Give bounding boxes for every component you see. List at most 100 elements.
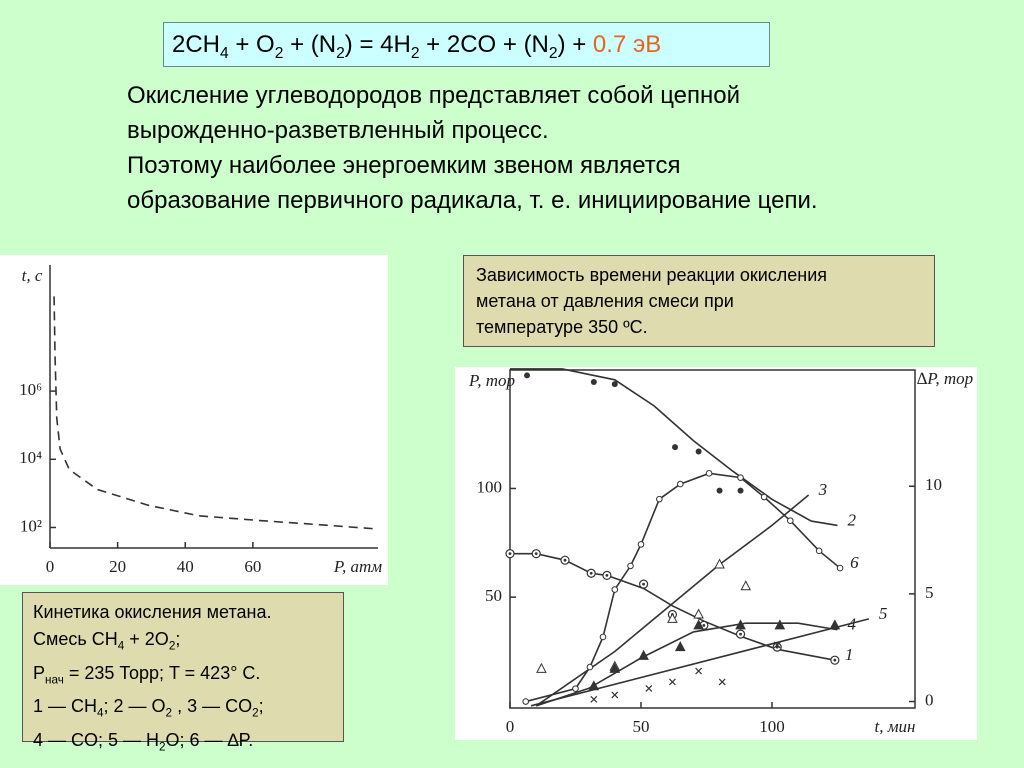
caption-right: Зависимость времени реакции окисления мет…	[463, 255, 935, 347]
subscript: 2	[165, 706, 173, 720]
formula: 2CH4 + O2 + (N2) = 4H2 + 2CO + (N2) + 0.…	[163, 22, 770, 67]
chart-bg	[0, 255, 388, 585]
text-part: + (N	[283, 31, 337, 58]
x-axis-label: t, мин	[874, 717, 915, 736]
marker	[740, 580, 752, 591]
x-tick-label: 0	[46, 557, 55, 576]
y2-axis-label: ∆P, тор	[917, 369, 973, 388]
marker-center	[508, 552, 512, 556]
subscript: нач	[45, 673, 64, 687]
curve-label: 2	[847, 510, 856, 529]
marker	[611, 381, 618, 388]
marker	[695, 448, 702, 455]
paragraph: Окисление углеводородов представляет соб…	[127, 78, 818, 218]
marker	[693, 608, 704, 619]
text-part: + 2O	[124, 629, 169, 649]
marker	[627, 562, 634, 570]
x-tick-label: 40	[177, 557, 194, 576]
text-part: 1 — CH	[33, 696, 98, 717]
marker	[586, 663, 594, 671]
marker	[524, 372, 531, 379]
y-tick-label: 10⁶	[19, 380, 42, 399]
caption-line: температуре 350 ºС.	[476, 317, 648, 337]
text-part: ) = 4H	[344, 31, 411, 58]
text-part: Смесь CH	[33, 629, 118, 649]
caption-line: 1 — CH4; 2 — O2 , 3 — CO2;	[33, 693, 333, 727]
marker	[609, 662, 621, 673]
marker-center	[833, 658, 837, 662]
marker	[599, 633, 607, 641]
subscript: 2	[548, 44, 558, 62]
curve-label: 5	[879, 604, 888, 623]
marker	[638, 649, 649, 660]
marker	[815, 547, 823, 555]
marker	[774, 619, 786, 630]
curve-label: 3	[818, 480, 828, 499]
x-tick-label: 0	[506, 717, 515, 736]
marker	[611, 586, 619, 593]
marker	[522, 698, 530, 705]
curve-label: 4	[847, 615, 856, 634]
y2-tick-label: 0	[925, 690, 934, 709]
marker	[656, 495, 663, 503]
text-part: ; 2 — O	[103, 696, 166, 717]
text-part: Кинетика окисления метана.	[33, 602, 272, 622]
text-part: ;	[175, 629, 181, 649]
marker	[737, 474, 744, 481]
marker-center	[739, 632, 742, 636]
text-part: , 3 — CO	[172, 696, 253, 717]
marker	[773, 641, 781, 649]
caption-line: Зависимость времени реакции окисления	[476, 265, 828, 285]
marker	[735, 619, 746, 630]
text-part: P	[33, 662, 46, 683]
marker	[695, 667, 703, 675]
caption-line: Pнач = 235 Торр; T = 423° C.	[33, 660, 333, 694]
marker-center	[563, 558, 567, 562]
paragraph-line: образование первичного радикала, т. е. и…	[127, 187, 818, 214]
marker	[572, 685, 579, 692]
marker-center	[605, 574, 609, 577]
curve-label: 6	[850, 553, 859, 572]
marker	[637, 541, 645, 548]
marker	[676, 480, 684, 488]
marker	[645, 685, 653, 692]
text-part: 4 — CO; 5 — H	[33, 729, 160, 750]
marker	[590, 378, 597, 385]
subscript: 2	[336, 44, 345, 62]
marker-center	[534, 552, 538, 556]
marker	[668, 678, 676, 686]
x-tick-label: 20	[109, 557, 126, 576]
text-part: + 2CO + (N	[419, 31, 549, 58]
paragraph-line: Поэтому наиболее энергоемким звеном явля…	[127, 152, 681, 179]
caption-line: Кинетика окисления метана.	[33, 599, 333, 626]
marker	[674, 641, 686, 652]
frame	[509, 369, 916, 709]
marker	[536, 662, 547, 673]
energy: 0.7 эВ	[592, 31, 662, 58]
marker	[611, 691, 619, 699]
caption-line: 4 — CO; 5 — H2O; 6 — ∆P.	[33, 727, 333, 761]
paragraph-line: вырожденно-разветвленный процесс.	[127, 117, 549, 144]
subscript: 4	[220, 44, 229, 62]
text-part: O; 6 — ∆P.	[165, 729, 254, 750]
marker	[693, 619, 704, 630]
marker-center	[589, 571, 593, 575]
marker	[590, 695, 598, 703]
x-tick-label: 60	[244, 557, 261, 576]
marker	[672, 444, 679, 451]
subscript: 2	[274, 44, 284, 62]
curve	[510, 368, 838, 527]
y-tick-label: 50	[485, 586, 502, 605]
curve	[530, 618, 870, 707]
y2-tick-label: 10	[925, 475, 942, 494]
subscript: 2	[252, 706, 259, 720]
marker	[718, 678, 726, 686]
marker	[705, 470, 713, 477]
y-tick-label: 10⁴	[19, 448, 42, 467]
subscript: 2	[410, 44, 420, 62]
x-tick-label: 100	[759, 717, 785, 736]
x-axis-label: P, атм	[333, 557, 382, 576]
y-axis-label: t, с	[22, 266, 43, 285]
